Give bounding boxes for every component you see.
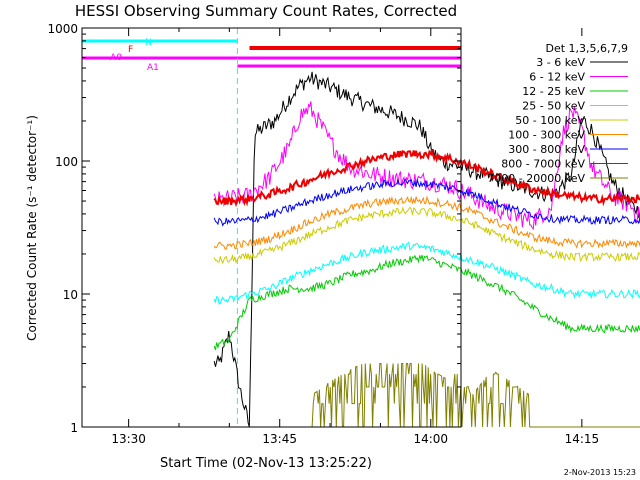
- legend-label: 7000 - 20000 keV: [487, 172, 585, 185]
- series-line: [213, 195, 640, 250]
- series-line: [213, 71, 640, 428]
- legend-title: Det 1,3,5,6,7,9: [545, 42, 628, 55]
- flags-layer: N F A0 A1: [82, 38, 461, 73]
- legend-label: 6 - 12 keV: [529, 71, 585, 84]
- flag-label: F: [128, 45, 133, 55]
- legend-label: 3 - 6 keV: [536, 56, 585, 69]
- legend-label: 50 - 100 keV: [515, 114, 585, 127]
- series-line: [213, 206, 640, 265]
- axes-layer: 110100100013:3013:4514:0014:1514:3014:45…: [47, 22, 600, 446]
- series-line: [214, 363, 640, 428]
- y-tick-label: 1: [70, 421, 78, 435]
- x-tick-label: 13:30: [111, 432, 146, 446]
- legend-label: 25 - 50 keV: [522, 100, 585, 113]
- x-tick-label: 14:15: [565, 432, 600, 446]
- series-line: [213, 241, 640, 305]
- legend-label: 800 - 7000 keV: [501, 158, 585, 171]
- legend-label: 300 - 800 keV: [508, 143, 585, 156]
- x-axis-label: Start Time (02-Nov-13 13:25:22): [160, 456, 372, 471]
- x-tick-label: 14:00: [413, 432, 448, 446]
- series-line: [213, 148, 640, 208]
- series-line: [213, 101, 640, 231]
- footer-date: 2-Nov-2013 15:23: [564, 468, 636, 477]
- series-layer: [213, 71, 640, 428]
- flag-label: N: [145, 38, 152, 48]
- series-line: [213, 254, 640, 350]
- vertical-lines-layer: [236, 28, 462, 427]
- x-tick-label: 13:45: [262, 432, 297, 446]
- flag-label: A1: [147, 63, 159, 73]
- y-tick-label: 1000: [47, 22, 78, 36]
- flag-label: A0: [110, 53, 122, 63]
- y-tick-label: 100: [55, 155, 78, 169]
- legend-label: 12 - 25 keV: [522, 85, 585, 98]
- chart-title: HESSI Observing Summary Count Rates, Cor…: [75, 2, 457, 20]
- plot-frame: [81, 27, 462, 428]
- legend-label: 100 - 300 keV: [508, 129, 585, 142]
- series-line: [213, 178, 640, 227]
- y-tick-label: 10: [63, 288, 78, 302]
- y-axis-label: Corrected Count Rate (s⁻¹ detector⁻¹): [25, 115, 39, 341]
